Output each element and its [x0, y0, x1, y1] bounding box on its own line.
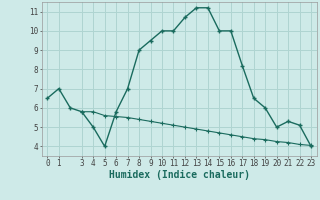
X-axis label: Humidex (Indice chaleur): Humidex (Indice chaleur) — [109, 170, 250, 180]
